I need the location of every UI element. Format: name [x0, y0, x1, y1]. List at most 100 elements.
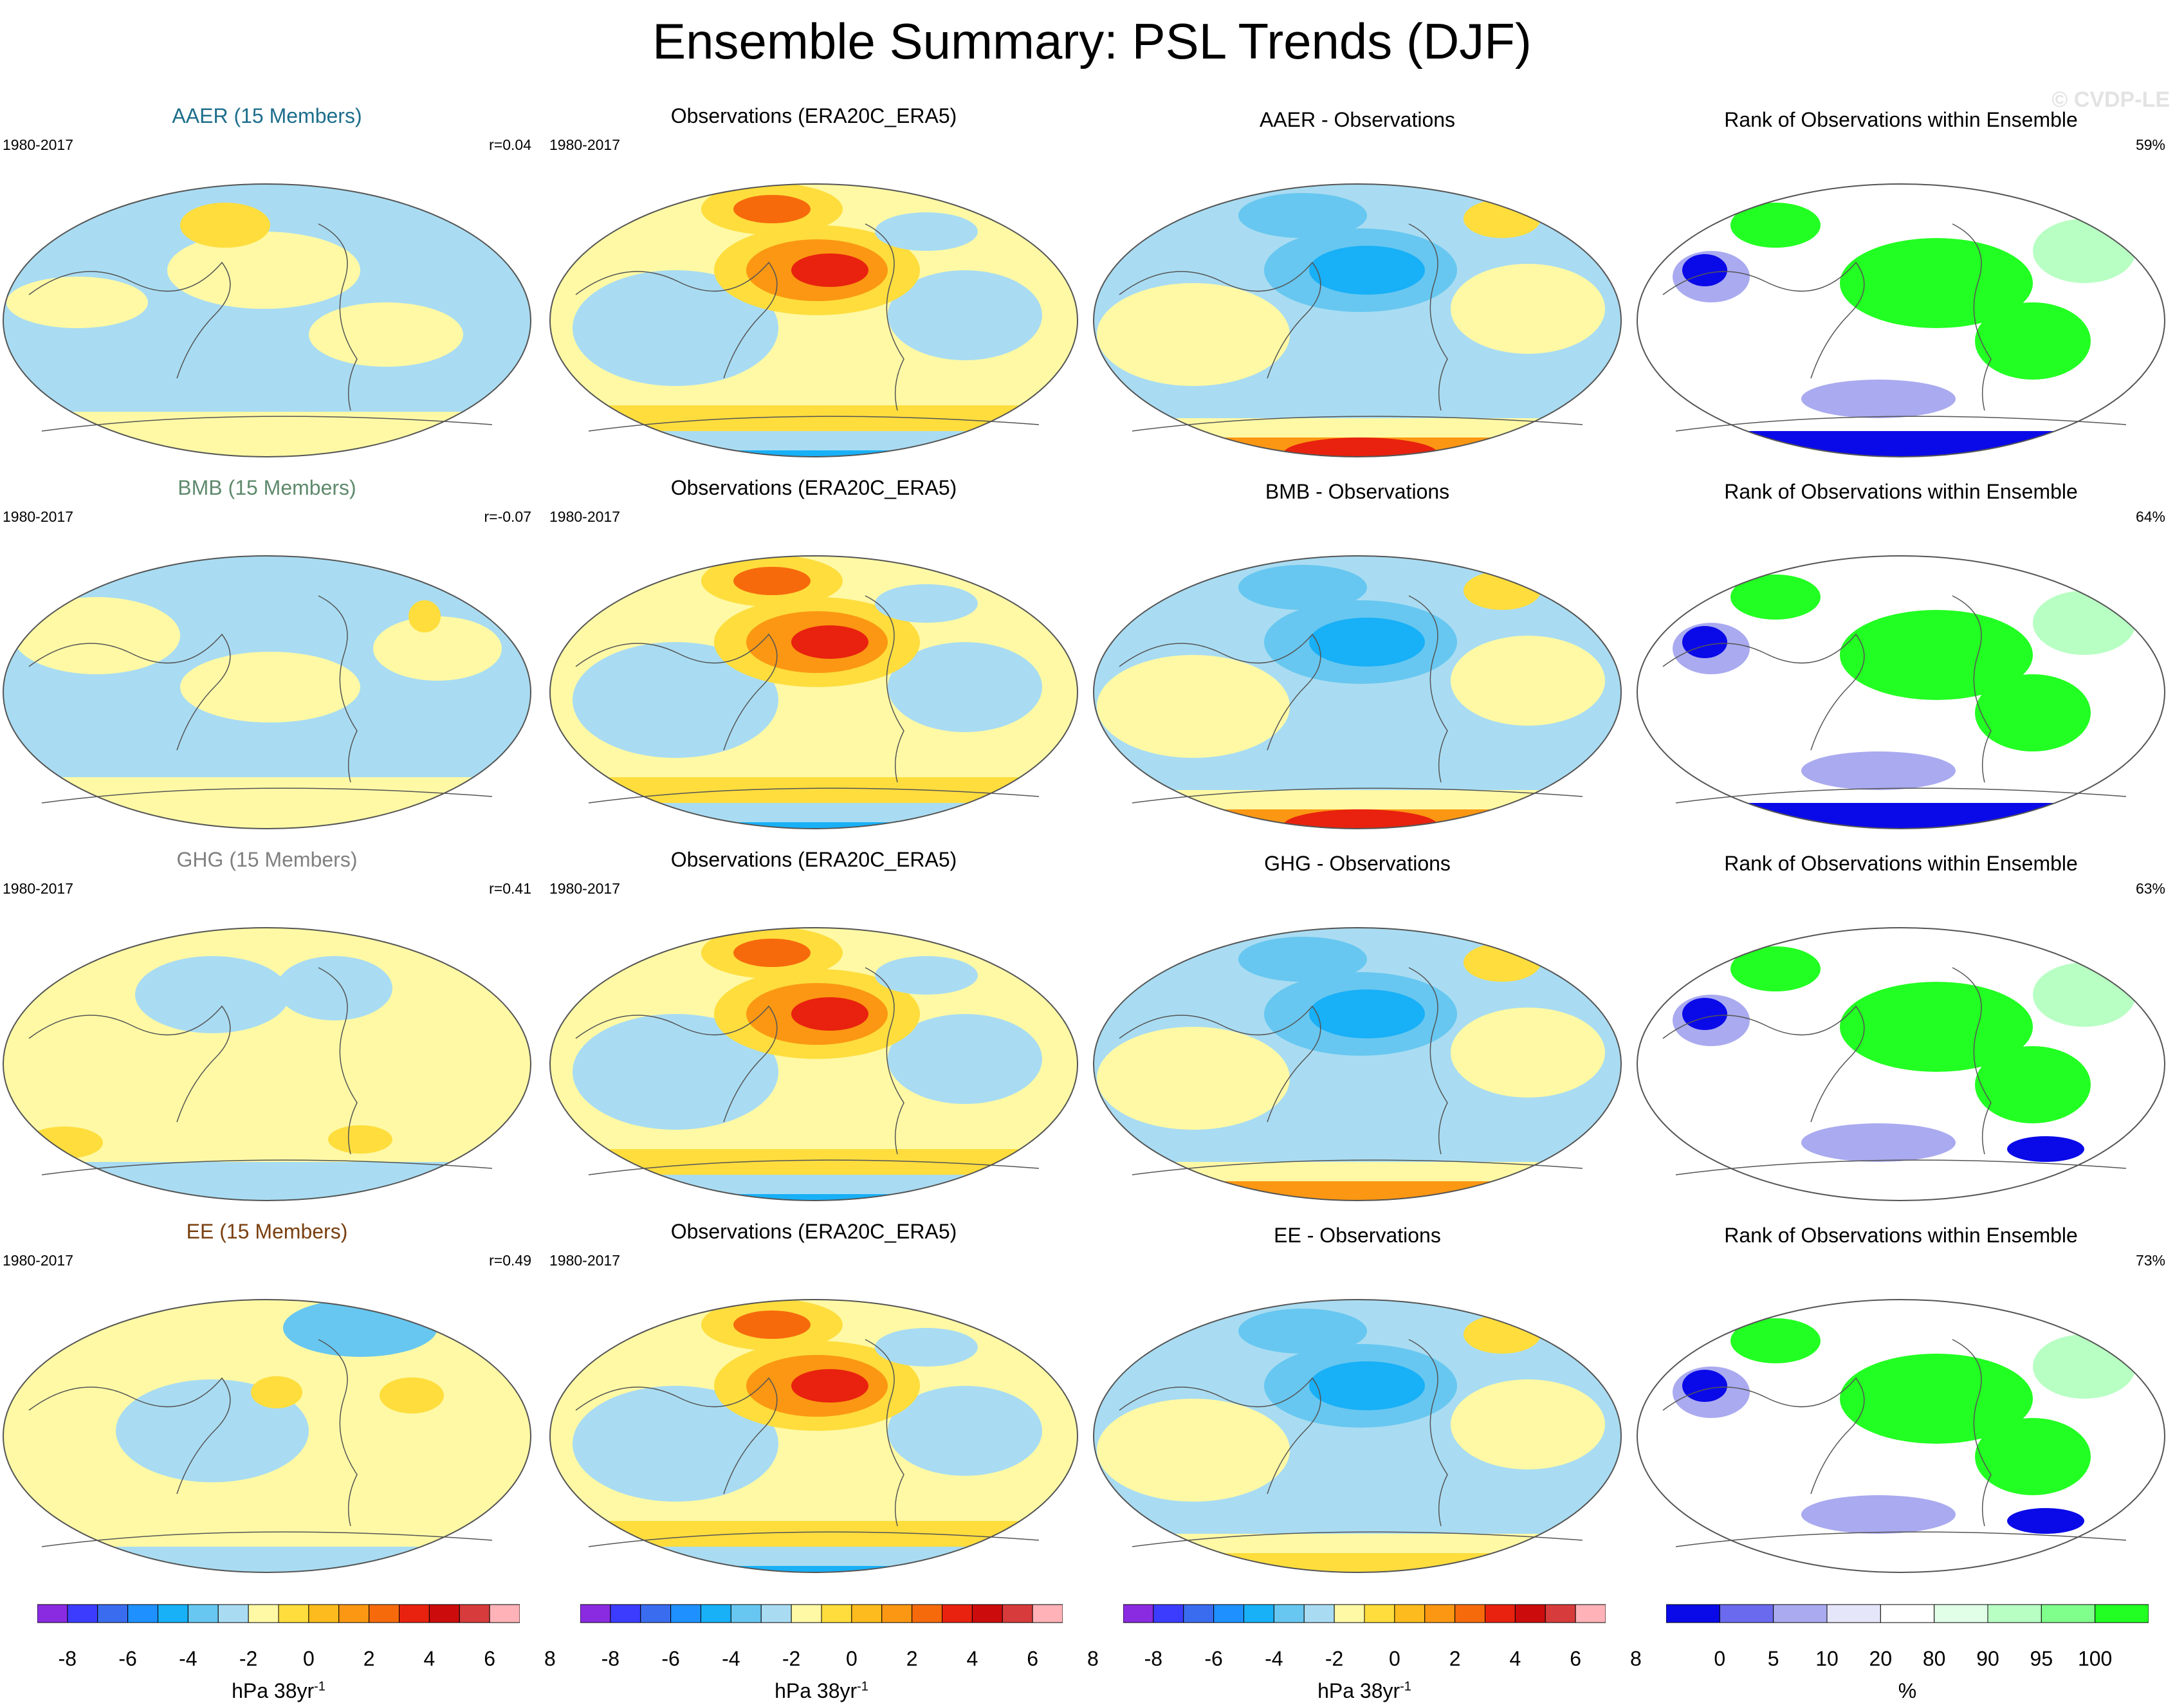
map-field [1094, 928, 1621, 1201]
positive-core [733, 567, 811, 595]
map-outline [1093, 555, 1622, 829]
colorbar-swatch [97, 1604, 129, 1623]
colorbar-tick-label: 4 [966, 1647, 978, 1670]
low-rank-core [1682, 1370, 1727, 1402]
map-field [3, 1300, 531, 1572]
map-field [550, 928, 1078, 1201]
colorbar-swatch [1773, 1604, 1828, 1623]
colorbar-swatch [791, 1604, 822, 1623]
map-panel-ghg-model: GHG (15 Members) 1980-2017 r=0.41 [0, 847, 534, 1219]
colorbar-tick-label: 0 [845, 1647, 858, 1670]
positive-region [1451, 1008, 1605, 1098]
colorbar-tick-label: 0 [1388, 1647, 1400, 1670]
coastline-eurasia [575, 1377, 778, 1495]
colorbar-tick-label: 6 [1027, 1647, 1039, 1670]
colorbar-swatch [640, 1604, 672, 1623]
unit-exponent: -1 [1400, 1679, 1411, 1694]
negative-region [875, 1328, 978, 1367]
watermark-text: © CVDP-LE [2051, 87, 2170, 112]
coastline-eurasia [28, 633, 231, 751]
positive-core [733, 1311, 811, 1339]
positive-region [1451, 1379, 1605, 1469]
coastline-americas [1952, 595, 1992, 783]
colorbar-swatch [248, 1604, 279, 1623]
positive-core [791, 253, 868, 287]
colorbar-swatch [1666, 1604, 1720, 1623]
page-title: Ensemble Summary: PSL Trends (DJF) [652, 13, 1532, 69]
rank-percent: 63% [2135, 880, 2165, 897]
coastline-eurasia [1662, 261, 1865, 379]
map-svg [1637, 555, 2165, 829]
colorbar-swatch [881, 1604, 913, 1623]
low-rank-region [1801, 380, 1956, 418]
map-panel-ee-diff: EE - Observations [1090, 1219, 1624, 1590]
colorbar-tick-label: 80 [1922, 1647, 1946, 1670]
map-panel-aaer-model: AAER (15 Members) 1980-2017 r=0.04 [0, 103, 534, 475]
colorbar-tick-label: 90 [1976, 1647, 1999, 1670]
panel-title: AAER - Observations [1259, 108, 1456, 131]
negative-core [1309, 1361, 1425, 1410]
unit-exponent: -1 [314, 1679, 326, 1694]
high-rank-region [1730, 1318, 1821, 1363]
map-panel-aaer-rank: Rank of Observations within Ensemble 59% [1634, 103, 2168, 475]
coastline-americas [1408, 1339, 1448, 1527]
colorbar-tick-label: 2 [1449, 1647, 1461, 1670]
low-rank-region [1801, 1123, 1956, 1162]
coastline-eurasia [1119, 1377, 1321, 1495]
map-svg [1637, 927, 2165, 1201]
colorbar-swatch [1002, 1604, 1033, 1623]
colorbar-tick-label: -8 [601, 1647, 620, 1670]
positive-region [13, 597, 180, 674]
coastline-americas [1952, 223, 1992, 411]
coastline-eurasia [1662, 633, 1865, 751]
low-rank-core [1682, 998, 1727, 1030]
map-svg [1093, 555, 1622, 829]
colorbar-tick-label: -8 [1144, 1647, 1163, 1670]
colorbar-swatches [580, 1604, 1063, 1623]
coastline-americas [1408, 967, 1448, 1155]
positive-band [1094, 1534, 1621, 1553]
trend-colorbar: -8 -6 -4 -2 0 2 4 6 8 hPa 38yr-1 [1123, 1603, 1642, 1702]
negative-band-south [3, 1547, 531, 1572]
colorbar-swatch [1987, 1604, 2042, 1623]
colorbar-swatches [1123, 1604, 1606, 1623]
negative-region [1238, 193, 1367, 238]
panel-period: 1980-2017 [3, 1252, 73, 1269]
positive-region [1097, 1027, 1290, 1130]
coastline-eurasia [28, 1005, 231, 1123]
map-outline [1093, 183, 1622, 457]
positive-band [1094, 418, 1621, 437]
positive-core [380, 1377, 444, 1413]
map-field [1637, 556, 2165, 829]
map-panel-ee-rank: Rank of Observations within Ensemble 73% [1634, 1219, 2168, 1590]
map-panel-bmb-model: BMB (15 Members) 1980-2017 r=-0.07 [0, 475, 534, 847]
rank-percent: 64% [2135, 508, 2165, 525]
panel-period: 1980-2017 [549, 136, 620, 153]
high-rank-region [1840, 610, 2033, 700]
negative-region [116, 1379, 309, 1482]
low-rank-band-south [1637, 431, 2165, 457]
map-outline [1637, 183, 2165, 457]
colorbar-tick-label: 20 [1869, 1647, 1893, 1670]
coastline-americas [865, 223, 904, 411]
map-svg [3, 927, 531, 1201]
colorbar-swatch [580, 1604, 611, 1623]
map-panel-ghg-rank: Rank of Observations within Ensemble 63% [1634, 847, 2168, 1219]
coastline-eurasia [1662, 1377, 1865, 1495]
coastline-americas [1408, 595, 1448, 783]
positive-band [1094, 1162, 1621, 1181]
colorbar-swatch [971, 1604, 1003, 1623]
map-field [3, 928, 531, 1201]
colorbar-swatch [851, 1604, 883, 1623]
positive-core [791, 625, 868, 659]
map-outline [549, 927, 1078, 1201]
coastline-americas [1952, 967, 1992, 1155]
high-rank-region [1840, 1354, 2033, 1444]
colorbar-tick-label: 4 [423, 1647, 436, 1670]
colorbar-swatch [489, 1604, 520, 1623]
colorbar-swatch [1364, 1604, 1395, 1623]
panel-title: Rank of Observations within Ensemble [1724, 1224, 2078, 1247]
high-rank-region [1975, 1046, 2091, 1123]
high-rank-region [1975, 1418, 2091, 1495]
negative-region [888, 1014, 1042, 1104]
